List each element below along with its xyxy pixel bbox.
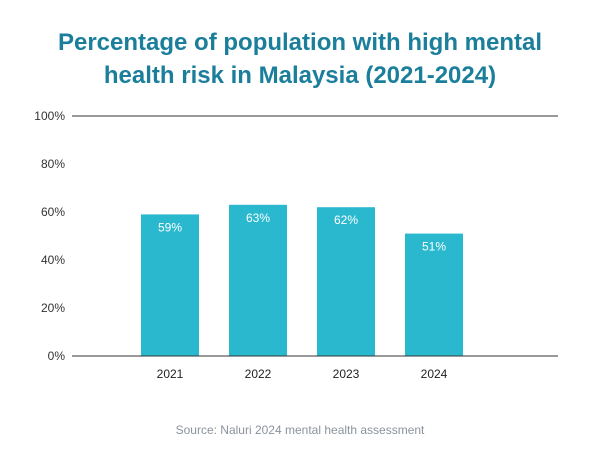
bar-2023 [317, 207, 375, 356]
chart-title-line-2: health risk in Malaysia (2021-2024) [103, 62, 497, 89]
bar-value-labels: 59% 63% 62% 51% [158, 211, 446, 254]
y-axis-ticks: 0% 20% 40% 60% 80% 100% [34, 109, 65, 363]
x-tick-label: 2022 [245, 367, 272, 381]
y-tick-label: 0% [48, 349, 66, 363]
y-tick-label: 80% [41, 157, 65, 171]
x-tick-label: 2023 [333, 367, 360, 381]
bar-2021 [141, 214, 199, 356]
bars [141, 204, 463, 356]
x-axis-ticks: 2021 2022 2023 2024 [157, 367, 448, 381]
y-tick-label: 20% [41, 301, 65, 315]
bar-2024 [405, 233, 463, 356]
source-note: Source: Naluri 2024 mental health assess… [175, 423, 425, 437]
chart-title: Percentage of population with high menta… [20, 26, 580, 92]
x-tick-label: 2024 [421, 367, 448, 381]
bar-value-label: 63% [246, 211, 270, 225]
bar-value-label: 59% [158, 220, 182, 234]
y-tick-label: 60% [41, 205, 65, 219]
y-tick-label: 40% [41, 253, 65, 267]
y-tick-label: 100% [34, 109, 65, 123]
x-tick-label: 2021 [157, 367, 184, 381]
bar-2022 [229, 204, 287, 356]
bar-value-label: 62% [334, 213, 358, 227]
chart-title-line-1: Percentage of population with high menta… [57, 29, 543, 56]
bar-value-label: 51% [422, 240, 446, 254]
